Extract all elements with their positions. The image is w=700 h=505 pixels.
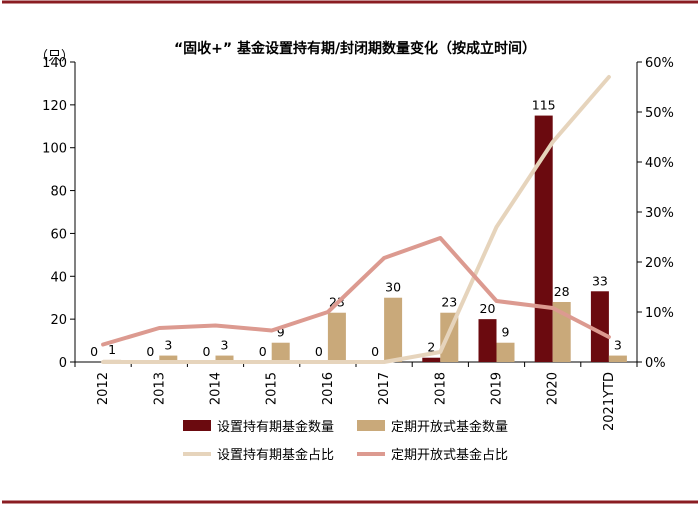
- y-left-tick-label: 120: [42, 99, 67, 114]
- y-right-tick-label: 20%: [645, 256, 674, 271]
- bar-data-label: 9: [502, 325, 510, 340]
- y-left-tick-label: 100: [42, 142, 67, 157]
- bar-data-label: 2: [427, 340, 435, 355]
- bar-data-label: 0: [203, 344, 211, 359]
- bar-open-end: [271, 342, 290, 362]
- y-left-tick-label: 0: [59, 356, 67, 371]
- y-left-tick-label: 140: [42, 56, 67, 71]
- bar-data-label: 0: [90, 344, 98, 359]
- bar-open-end: [159, 355, 178, 362]
- legend-label: 定期开放式基金数量: [391, 419, 508, 435]
- legend-swatch: [183, 420, 211, 431]
- legend-label: 定期开放式基金占比: [391, 447, 508, 463]
- bar-data-label: 3: [614, 338, 622, 353]
- bar-data-label: 23: [441, 295, 457, 310]
- y-left-tick-label: 40: [50, 270, 67, 285]
- bar-open-end: [327, 312, 346, 362]
- bar-open-end: [215, 355, 234, 362]
- bar-data-label: 0: [315, 344, 323, 359]
- bar-holding: [534, 115, 553, 362]
- bar-data-label: 3: [221, 338, 229, 353]
- bar-data-label: 0: [146, 344, 154, 359]
- x-tick-label: 2019: [490, 372, 505, 405]
- bar-data-label: 28: [554, 284, 570, 299]
- bar-data-label: 20: [480, 301, 496, 316]
- y-right-tick-label: 60%: [645, 56, 674, 71]
- x-tick-label: 2018: [433, 372, 448, 405]
- chart-title: “固收+” 基金设置持有期/封闭期数量变化（按成立时间）: [174, 40, 536, 57]
- x-tick-label: 2021YTD: [602, 372, 617, 431]
- bar-data-label: 33: [592, 273, 608, 288]
- y-right-tick-label: 40%: [645, 156, 674, 171]
- y-right-tick-label: 10%: [645, 306, 674, 321]
- bar-data-label: 115: [532, 98, 556, 113]
- y-left-tick-label: 20: [50, 313, 67, 328]
- y-right-tick-label: 50%: [645, 106, 674, 121]
- bar-holding: [422, 357, 441, 362]
- x-tick-label: 2016: [321, 372, 336, 405]
- legend-label: 设置持有期基金数量: [217, 419, 334, 435]
- x-tick-label: 2014: [209, 372, 224, 405]
- bar-holding: [478, 319, 497, 362]
- y-left-tick-label: 80: [50, 185, 67, 200]
- x-tick-label: 2017: [377, 372, 392, 405]
- line-series-3: [101, 236, 611, 347]
- bar-data-label: 1: [108, 342, 116, 357]
- plot-layer: 0204060801001201400%10%20%30%40%50%60%20…: [42, 56, 674, 431]
- y-axis-unit: （只）: [35, 49, 74, 64]
- bar-data-label: 3: [164, 338, 172, 353]
- legend-label: 设置持有期基金占比: [217, 447, 334, 463]
- legend-swatch: [357, 420, 385, 431]
- bar-holding: [590, 291, 609, 362]
- line-series-2: [101, 75, 611, 364]
- bar-open-end: [384, 297, 403, 362]
- bar-data-label: 0: [371, 344, 379, 359]
- y-left-tick-label: 60: [50, 227, 67, 242]
- y-right-tick-label: 30%: [645, 206, 674, 221]
- bar-data-label: 30: [385, 280, 401, 295]
- bar-open-end: [608, 355, 627, 362]
- x-tick-label: 2020: [546, 372, 561, 405]
- x-tick-label: 2013: [152, 372, 167, 405]
- x-tick-label: 2015: [265, 372, 280, 405]
- bar-open-end: [496, 342, 515, 362]
- bar-data-label: 9: [277, 325, 285, 340]
- y-right-tick-label: 0%: [645, 356, 666, 371]
- x-tick-label: 2012: [96, 372, 111, 405]
- bar-data-label: 0: [259, 344, 267, 359]
